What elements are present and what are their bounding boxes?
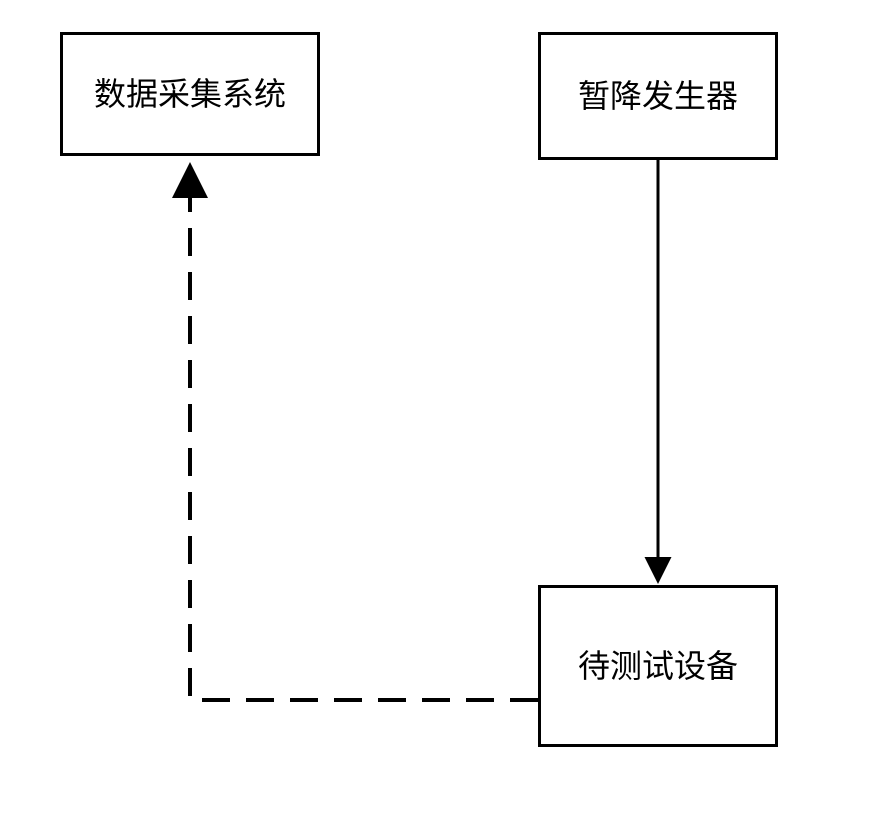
node-data-acquisition: 数据采集系统 <box>60 32 320 156</box>
node-label: 待测试设备 <box>578 647 738 685</box>
node-sag-generator: 暂降发生器 <box>538 32 778 160</box>
edge-dut-to-daq <box>190 170 538 700</box>
diagram-container: 数据采集系统 暂降发生器 待测试设备 <box>0 0 881 839</box>
node-label: 数据采集系统 <box>94 75 286 113</box>
node-device-under-test: 待测试设备 <box>538 585 778 747</box>
node-label: 暂降发生器 <box>578 77 738 115</box>
